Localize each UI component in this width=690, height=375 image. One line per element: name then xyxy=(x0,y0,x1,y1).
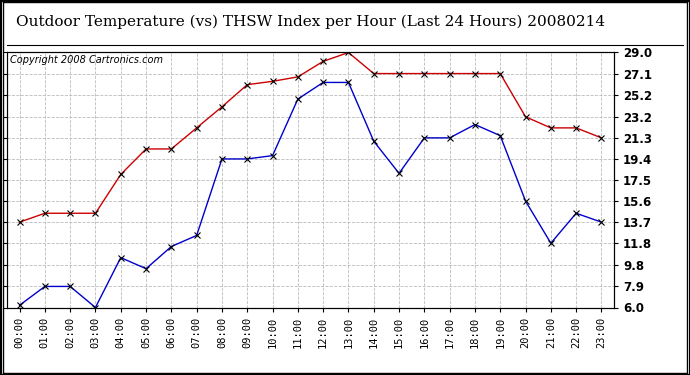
Text: Copyright 2008 Cartronics.com: Copyright 2008 Cartronics.com xyxy=(10,55,163,65)
Text: Outdoor Temperature (vs) THSW Index per Hour (Last 24 Hours) 20080214: Outdoor Temperature (vs) THSW Index per … xyxy=(16,15,605,29)
